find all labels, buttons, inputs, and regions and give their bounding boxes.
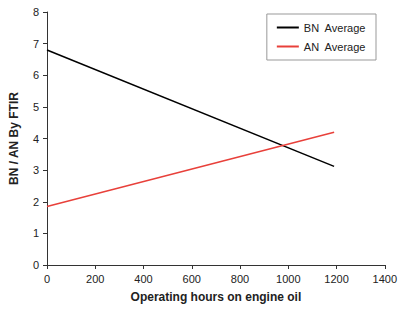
svg-text:4: 4 xyxy=(33,133,39,145)
svg-text:1000: 1000 xyxy=(276,273,300,285)
svg-text:1400: 1400 xyxy=(373,273,397,285)
svg-text:200: 200 xyxy=(86,273,104,285)
svg-text:1: 1 xyxy=(33,227,39,239)
svg-text:8: 8 xyxy=(33,6,39,18)
svg-text:800: 800 xyxy=(231,273,249,285)
svg-text:2: 2 xyxy=(33,196,39,208)
svg-text:0: 0 xyxy=(44,273,50,285)
svg-text:5: 5 xyxy=(33,101,39,113)
svg-text:3: 3 xyxy=(33,164,39,176)
svg-text:0: 0 xyxy=(33,259,39,271)
svg-text:AN Average: AN Average xyxy=(304,41,366,53)
svg-text:BN Average: BN Average xyxy=(304,22,366,34)
svg-text:7: 7 xyxy=(33,38,39,50)
svg-text:1200: 1200 xyxy=(324,273,348,285)
svg-text:400: 400 xyxy=(134,273,152,285)
svg-text:Operating hours on engine oil: Operating hours on engine oil xyxy=(131,290,302,304)
svg-text:600: 600 xyxy=(183,273,201,285)
svg-text:6: 6 xyxy=(33,69,39,81)
svg-text:BN / AN By FTIR: BN / AN By FTIR xyxy=(7,92,21,185)
